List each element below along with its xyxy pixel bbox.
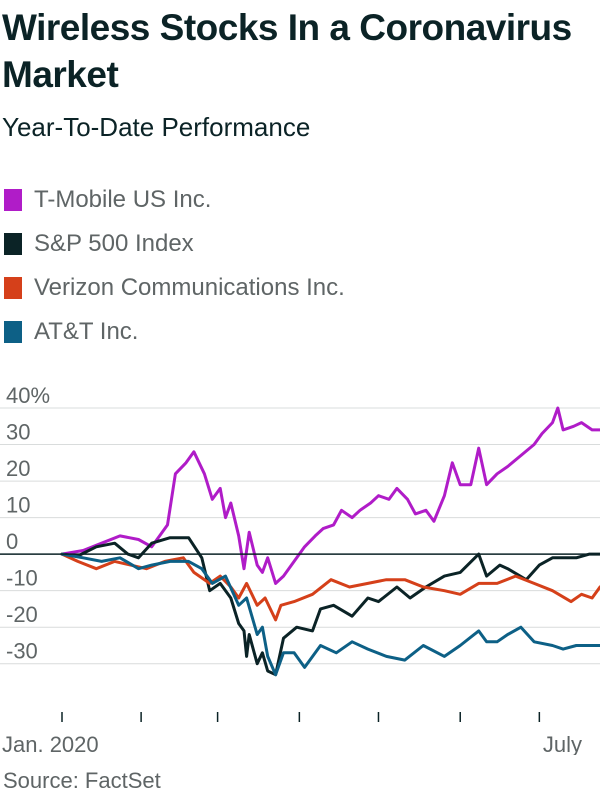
legend-label-verizon: Verizon Communications Inc.	[34, 274, 345, 301]
y-tick-label: -20	[6, 602, 38, 627]
series-line-1	[60, 536, 600, 677]
legend-swatch-sp500	[4, 233, 22, 255]
y-tick-label: 30	[6, 420, 30, 445]
legend: T-Mobile US Inc. S&P 500 Index Verizon C…	[4, 178, 345, 354]
legend-swatch-tmobile	[4, 189, 22, 211]
legend-item-att: AT&T Inc.	[4, 310, 345, 354]
legend-label-tmobile: T-Mobile US Inc.	[34, 186, 212, 213]
line-chart: 40% 30 20 10 0 -10 -20 -30 Jan. 2020 July	[0, 383, 600, 755]
series-line-0	[60, 406, 600, 585]
legend-label-sp500: S&P 500 Index	[34, 230, 194, 257]
legend-swatch-verizon	[4, 277, 22, 299]
legend-item-sp500: S&P 500 Index	[4, 222, 345, 266]
source-note: Source: FactSet	[3, 768, 161, 793]
y-tick-label: 10	[6, 493, 30, 518]
chart-title: Wireless Stocks In a Coronavirus Market	[2, 7, 572, 95]
y-tick-label: 0	[6, 529, 18, 554]
series-line-3	[60, 552, 600, 677]
series-line-2	[60, 552, 600, 622]
chart-subtitle: Year-To-Date Performance	[2, 112, 311, 142]
x-label-end: July	[543, 732, 582, 755]
y-tick-label: 20	[6, 456, 30, 481]
legend-label-att: AT&T Inc.	[34, 318, 139, 345]
y-tick-label: -10	[6, 566, 38, 591]
legend-swatch-att	[4, 321, 22, 343]
y-tick-label: -30	[6, 639, 38, 664]
legend-item-verizon: Verizon Communications Inc.	[4, 266, 345, 310]
y-tick-label: 40%	[6, 383, 50, 408]
legend-item-tmobile: T-Mobile US Inc.	[4, 178, 345, 222]
x-label-start: Jan. 2020	[2, 732, 99, 755]
